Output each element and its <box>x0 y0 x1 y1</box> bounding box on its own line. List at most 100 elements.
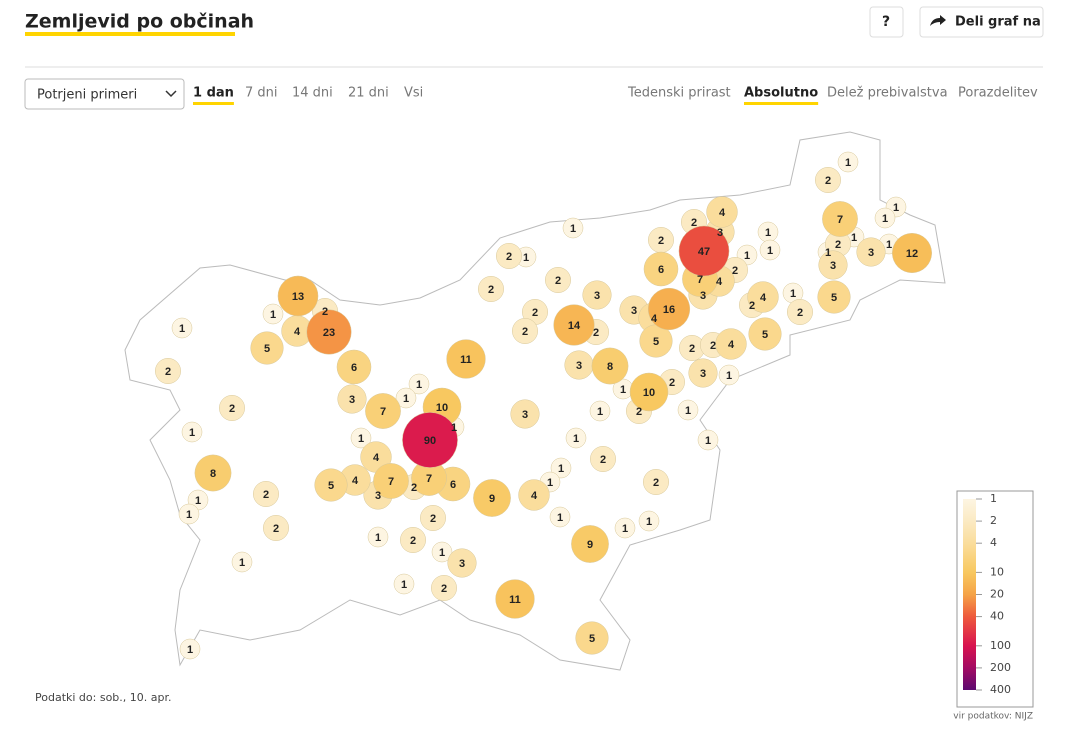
region[interactable] <box>818 250 848 280</box>
region[interactable] <box>431 575 457 601</box>
period-tab[interactable]: 1 dan <box>193 86 234 101</box>
region[interactable] <box>402 412 458 468</box>
region[interactable] <box>582 280 612 310</box>
region-label: 1 <box>523 252 529 264</box>
region[interactable] <box>748 317 782 351</box>
region[interactable] <box>837 151 859 173</box>
region[interactable] <box>400 527 426 553</box>
region[interactable] <box>787 299 813 325</box>
source: vir podatkov: NIJZ <box>953 712 1033 722</box>
region-label: 16 <box>663 304 675 316</box>
region[interactable] <box>420 505 446 531</box>
period-tab[interactable]: 21 dni <box>348 86 389 101</box>
region[interactable] <box>373 463 409 499</box>
region[interactable] <box>688 358 718 388</box>
region[interactable] <box>336 349 372 385</box>
country-outline <box>124 131 946 671</box>
region[interactable] <box>446 339 486 379</box>
region[interactable] <box>495 579 535 619</box>
region[interactable] <box>393 573 415 595</box>
region[interactable] <box>194 454 232 492</box>
region[interactable] <box>591 347 629 385</box>
region-label: 2 <box>593 327 599 339</box>
dropdown-label: Potrjeni primeri <box>37 88 137 103</box>
help-button[interactable] <box>869 6 904 38</box>
region-label: 1 <box>685 405 691 417</box>
region[interactable] <box>643 469 669 495</box>
region[interactable] <box>155 358 181 384</box>
region[interactable] <box>262 303 284 325</box>
region[interactable] <box>677 399 699 421</box>
region[interactable] <box>575 621 609 655</box>
region[interactable] <box>231 551 253 573</box>
region[interactable] <box>589 400 611 422</box>
region[interactable] <box>747 281 779 313</box>
region[interactable] <box>638 510 660 532</box>
region[interactable] <box>571 525 609 563</box>
region[interactable] <box>822 201 858 237</box>
mode-tab[interactable]: Tedenski prirast <box>627 86 731 101</box>
region[interactable] <box>892 233 932 273</box>
region[interactable] <box>545 267 571 293</box>
region[interactable] <box>263 515 289 541</box>
region[interactable] <box>562 217 584 239</box>
region[interactable] <box>697 429 719 451</box>
region[interactable] <box>350 427 372 449</box>
region[interactable] <box>759 239 781 261</box>
region[interactable] <box>629 372 669 412</box>
region[interactable] <box>181 421 203 443</box>
mode-tab[interactable]: Absolutno <box>744 86 818 101</box>
region[interactable] <box>815 167 841 193</box>
region[interactable] <box>337 384 367 414</box>
region[interactable] <box>718 364 740 386</box>
region[interactable] <box>395 387 417 409</box>
region[interactable] <box>171 317 193 339</box>
period-tab[interactable]: 7 dni <box>245 86 278 101</box>
region[interactable] <box>253 481 279 507</box>
region[interactable] <box>518 479 550 511</box>
region[interactable] <box>643 251 679 287</box>
region[interactable] <box>715 328 747 360</box>
region[interactable] <box>590 446 616 472</box>
region[interactable] <box>856 237 886 267</box>
region[interactable] <box>277 275 319 317</box>
region[interactable] <box>550 457 572 479</box>
period-tab[interactable]: 14 dni <box>292 86 333 101</box>
region[interactable] <box>510 399 540 429</box>
region-label: 3 <box>459 558 465 570</box>
region[interactable] <box>496 243 522 269</box>
region[interactable] <box>431 541 453 563</box>
region-label: 2 <box>229 403 235 415</box>
region[interactable] <box>549 506 571 528</box>
region[interactable] <box>367 526 389 548</box>
mode-tab[interactable]: Porazdelitev <box>958 86 1038 101</box>
region[interactable] <box>219 395 245 421</box>
mode-tab[interactable]: Delež prebivalstva <box>827 86 948 101</box>
region-label: 4 <box>294 326 301 338</box>
region[interactable] <box>365 393 401 429</box>
region[interactable] <box>874 207 896 229</box>
dropdown[interactable] <box>24 78 185 110</box>
region[interactable] <box>250 331 284 365</box>
region-label: 1 <box>790 288 796 300</box>
region[interactable] <box>447 548 477 578</box>
region[interactable] <box>817 280 851 314</box>
region[interactable] <box>614 517 636 539</box>
region[interactable] <box>565 427 587 449</box>
region[interactable] <box>647 287 691 331</box>
region[interactable] <box>473 479 511 517</box>
region[interactable] <box>179 638 201 660</box>
region[interactable] <box>306 309 352 355</box>
region-label: 1 <box>558 463 564 475</box>
region[interactable] <box>553 304 595 346</box>
region[interactable] <box>408 373 430 395</box>
region[interactable] <box>678 225 730 277</box>
region[interactable] <box>314 468 348 502</box>
region[interactable] <box>512 318 538 344</box>
share-button[interactable] <box>919 6 1044 38</box>
period-tab[interactable]: Vsi <box>404 86 423 101</box>
region[interactable] <box>178 503 200 525</box>
region[interactable] <box>478 276 504 302</box>
region[interactable] <box>706 196 738 228</box>
